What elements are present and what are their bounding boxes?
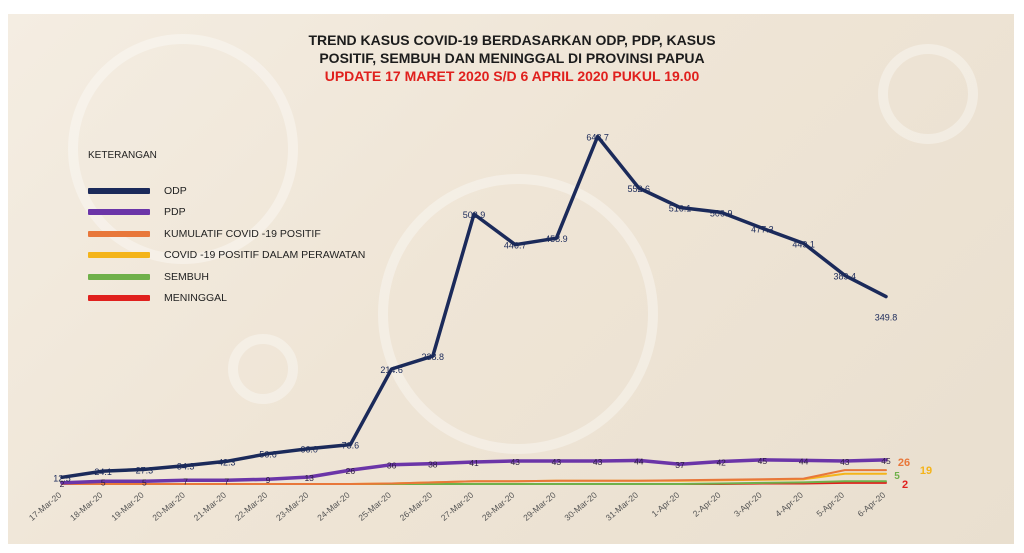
x-tick-label: 28-Mar-20 (480, 490, 517, 523)
end-label-sembuh: 5 (894, 471, 900, 482)
x-tick-label: 25-Mar-20 (356, 490, 393, 523)
odp-data-label: 516.1 (669, 204, 692, 214)
odp-data-label: 73.6 (342, 441, 360, 451)
legend-label-odp: ODP (164, 184, 187, 197)
x-tick-label: 17-Mar-20 (27, 490, 64, 523)
pdp-data-label: 36 (387, 461, 397, 471)
virus-decoration (228, 334, 298, 404)
x-tick-label: 19-Mar-20 (109, 490, 146, 523)
x-tick-label: 22-Mar-20 (233, 490, 270, 523)
odp-data-label: 34.3 (177, 462, 195, 472)
x-tick-label: 26-Mar-20 (398, 490, 435, 523)
pdp-data-label: 7 (183, 476, 188, 486)
pdp-data-label: 44 (799, 456, 809, 466)
legend-item-sembuh: SEMBUH (88, 266, 365, 288)
pdp-data-label: 9 (266, 475, 271, 485)
series-line-pdp (60, 458, 888, 485)
virus-decoration (378, 174, 658, 454)
pdp-data-label: 43 (552, 457, 562, 467)
legend-label-kumulatif: KUMULATIF COVID -19 POSITIF (164, 227, 321, 240)
x-tick-label: 23-Mar-20 (274, 490, 311, 523)
legend-item-meninggal: MENINGGAL (88, 288, 365, 310)
legend-label-sembuh: SEMBUH (164, 270, 209, 283)
pdp-data-label: 41 (469, 458, 479, 468)
odp-data-label: 56.6 (259, 450, 277, 460)
pdp-data-label: 37 (675, 460, 685, 470)
pdp-data-label: 5 (142, 477, 147, 487)
legend-label-pdp: PDP (164, 206, 186, 219)
x-tick-label: 5-Apr-20 (814, 490, 846, 519)
legend-item-perawatan: COVID -19 POSITIF DALAM PERAWATAN (88, 245, 365, 267)
legend-swatch-pdp (88, 209, 150, 216)
odp-data-label: 648.7 (586, 132, 609, 142)
chart-title-line-1: TREND KASUS COVID-19 BERDASARKAN ODP, PD… (308, 32, 716, 48)
legend-swatch-odp (88, 187, 150, 194)
end-label-meninggal: 2 (902, 479, 908, 491)
x-tick-label: 4-Apr-20 (773, 490, 805, 519)
odp-data-label: 66.0 (300, 445, 318, 455)
odp-data-label: 552.6 (628, 184, 651, 194)
odp-data-label: 458.9 (545, 234, 568, 244)
x-tick-label: 18-Mar-20 (68, 490, 105, 523)
legend: ODP PDP KUMULATIF COVID -19 POSITIF COVI… (88, 180, 365, 309)
pdp-data-label: 13 (304, 473, 314, 483)
x-tick-label: 30-Mar-20 (562, 490, 599, 523)
pdp-data-label: 5 (101, 477, 106, 487)
pdp-data-label: 2 (60, 479, 65, 489)
odp-data-label: 12.5 (53, 473, 71, 483)
odp-data-label: 24.1 (94, 467, 112, 477)
odp-data-label: 238.8 (422, 352, 445, 362)
odp-data-label: 42.3 (218, 457, 236, 467)
x-tick-label: 20-Mar-20 (150, 490, 187, 523)
legend-swatch-kumulatif (88, 230, 150, 237)
x-tick-label: 2-Apr-20 (691, 490, 723, 519)
pdp-data-label: 43 (593, 457, 603, 467)
odp-data-label: 389.4 (834, 271, 857, 281)
legend-swatch-perawatan (88, 252, 150, 259)
odp-data-label: 27.3 (136, 465, 154, 475)
update-subtitle: UPDATE 17 MARET 2020 S/D 6 APRIL 2020 PU… (324, 68, 700, 84)
legend-title: KETERANGAN (88, 150, 157, 161)
odp-data-label: 477.3 (751, 224, 774, 234)
pdp-data-label: 43 (510, 457, 520, 467)
odp-data-label: 214.6 (380, 365, 403, 375)
odp-data-label: 506.9 (710, 208, 733, 218)
legend-item-kumulatif: KUMULATIF COVID -19 POSITIF (88, 223, 365, 245)
pdp-data-label: 45 (881, 456, 891, 466)
odp-data-label: 446.7 (504, 241, 527, 251)
pdp-data-label: 26 (346, 466, 356, 476)
x-tick-label: 24-Mar-20 (315, 490, 352, 523)
x-tick-label: 31-Mar-20 (604, 490, 641, 523)
legend-item-odp: ODP (88, 180, 365, 202)
legend-item-pdp: PDP (88, 202, 365, 224)
pdp-data-label: 38 (428, 460, 438, 470)
x-tick-label: 3-Apr-20 (732, 490, 764, 519)
chart-title-line-2: POSITIF, SEMBUH DAN MENINGGAL DI PROVINS… (319, 50, 705, 66)
legend-swatch-meninggal (88, 295, 150, 302)
chart-background (8, 14, 1014, 544)
pdp-data-label: 43 (840, 457, 850, 467)
legend-swatch-sembuh (88, 273, 150, 280)
legend-label-perawatan: COVID -19 POSITIF DALAM PERAWATAN (164, 249, 366, 262)
end-label-perawatan: 19 (920, 465, 932, 477)
pdp-data-label: 45 (758, 456, 768, 466)
pdp-data-label: 7 (224, 476, 229, 486)
odp-data-label: 349.8 (875, 313, 898, 323)
x-tick-label: 6-Apr-20 (856, 490, 888, 519)
x-tick-label: 21-Mar-20 (192, 490, 229, 523)
pdp-data-label: 42 (716, 458, 726, 468)
x-tick-label: 1-Apr-20 (650, 490, 682, 519)
odp-data-label: 503.9 (463, 210, 486, 220)
virus-decoration (878, 44, 978, 144)
end-label-kumulatif: 26 (898, 457, 910, 469)
x-tick-label: 29-Mar-20 (521, 490, 558, 523)
x-tick-label: 27-Mar-20 (439, 490, 476, 523)
series-line-odp (60, 134, 888, 480)
pdp-data-label: 44 (634, 456, 644, 466)
virus-decoration (68, 34, 298, 264)
odp-data-label: 449.1 (792, 239, 815, 249)
legend-label-meninggal: MENINGGAL (164, 292, 228, 305)
series-line-kumulatif (61, 469, 887, 485)
